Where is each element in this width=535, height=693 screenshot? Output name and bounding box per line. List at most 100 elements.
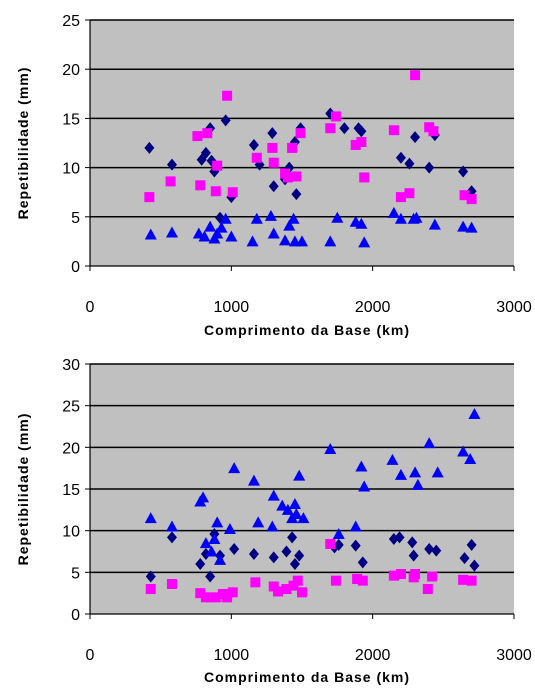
diamond-point (248, 548, 259, 560)
square-point (388, 570, 399, 581)
triangle-point (387, 206, 400, 218)
triangle-point (205, 545, 218, 557)
triangle-point (465, 221, 478, 233)
diamond-point (267, 127, 278, 140)
triangle-point (423, 437, 436, 449)
triangle-point (197, 491, 210, 503)
triangle-point (296, 235, 308, 247)
triangle-point (287, 212, 300, 224)
x-axis-label: Comprimento da Base (km) (204, 669, 410, 685)
triangle-point (386, 453, 399, 465)
square-point (395, 569, 406, 579)
square-point (250, 577, 261, 588)
square-point (428, 126, 439, 137)
triangle-point (394, 468, 407, 480)
square-point (330, 575, 341, 586)
x-tick-label: 3000 (496, 299, 532, 316)
triangle-point (355, 217, 368, 229)
x-tick-label: 1000 (214, 647, 250, 664)
diamond-point (294, 549, 305, 562)
square-point (212, 160, 223, 171)
square-point (165, 176, 176, 187)
diamond-point (200, 146, 211, 159)
square-point (272, 586, 283, 597)
triangle-point (293, 469, 306, 481)
y-axis-label: Repetibilidade (mm) (15, 413, 31, 566)
y-tick-label: 10 (62, 161, 80, 178)
triangle-point (247, 474, 260, 486)
triangle-point (211, 227, 224, 239)
triangle-point (264, 209, 277, 221)
y-tick-label: 25 (62, 13, 80, 30)
diamond-point (248, 138, 259, 151)
triangle-point (290, 508, 303, 519)
x-axis-label: Comprimento da Base (km) (204, 322, 410, 338)
diamond-point (410, 131, 421, 144)
triangle-point (428, 218, 441, 230)
y-tick-label: 5 (71, 565, 80, 582)
square-point (251, 152, 262, 163)
diamond-point (469, 559, 480, 572)
square-point (227, 187, 238, 198)
square-point (357, 575, 368, 586)
diamond-point (287, 531, 298, 544)
square-point (291, 171, 302, 182)
chart-top: 0 5 10 15 20 25 0 1000 2000 3000 Comprimento da Ba… (15, 13, 532, 338)
square-point (350, 139, 361, 150)
triangle-point (211, 516, 224, 528)
y-tick-label: 20 (62, 440, 80, 457)
triangle-point (394, 212, 407, 224)
diamond-point (339, 122, 350, 135)
square-point (144, 192, 155, 203)
triangle-point (288, 498, 301, 509)
diamond-point (145, 570, 156, 583)
square-point (222, 592, 233, 603)
square-point (427, 571, 438, 582)
x-tick-label: 2000 (355, 299, 391, 316)
triangle-point (267, 227, 280, 239)
x-tick-label: 0 (86, 647, 95, 664)
diamond-point (220, 114, 231, 127)
triangle-point (331, 211, 344, 223)
x-tick-label: 1000 (214, 299, 250, 316)
triangle-point (358, 236, 371, 248)
triangle-point (223, 523, 236, 534)
square-point (268, 157, 279, 168)
x-tick-label: 0 (86, 299, 95, 316)
triangle-point (246, 235, 259, 247)
diamond-point (350, 539, 361, 552)
y-tick-label: 15 (62, 482, 80, 499)
triangle-point (199, 537, 212, 549)
diamond-point (395, 151, 406, 164)
y-tick-label: 15 (62, 111, 80, 128)
triangle-point (208, 533, 221, 544)
triangle-point (228, 462, 241, 474)
triangle-point (144, 512, 157, 524)
diamond-point (281, 545, 292, 558)
x-tick-label: 2000 (355, 647, 391, 664)
triangle-point (276, 499, 289, 511)
square-point (458, 574, 469, 585)
diamond-point (407, 536, 418, 549)
diamond-point (195, 558, 206, 570)
square-point (356, 137, 367, 148)
square-point (267, 142, 278, 153)
triangle-point (324, 443, 337, 454)
square-point (325, 539, 336, 549)
triangle-point (214, 553, 227, 565)
chart-bottom: 0 5 10 15 20 25 30 0 1000 2000 3000 Comprimento da … (15, 357, 532, 685)
diamond-point (166, 158, 177, 171)
triangle-point (457, 220, 470, 232)
square-point (297, 587, 307, 598)
triangle-point (349, 520, 362, 532)
triangle-point (198, 230, 211, 242)
square-point (466, 575, 477, 586)
square-point (292, 575, 303, 586)
square-point (466, 194, 477, 205)
square-point (395, 192, 406, 203)
square-point (287, 142, 298, 153)
square-point (166, 579, 177, 589)
triangle-point (279, 234, 292, 246)
triangle-point (165, 226, 178, 238)
diamond-point (424, 161, 435, 174)
